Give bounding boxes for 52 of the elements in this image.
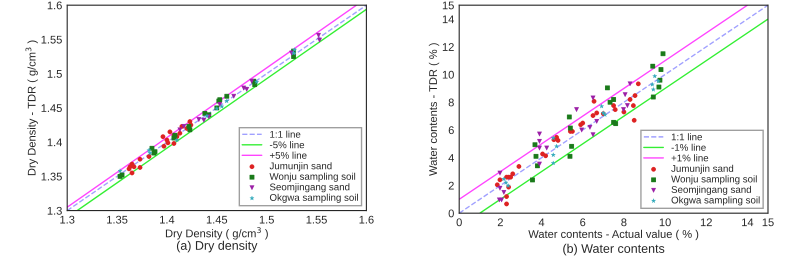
legend-label: Jumunjin sand — [270, 162, 332, 172]
legend-label: Wonju sampling soil — [671, 175, 757, 184]
x-tick-label: 4 — [538, 218, 544, 226]
y-axis-title: Dry Density - TDR ( g/cm$^{3}$ ) — [25, 40, 38, 176]
x-tick-label: 1.5 — [260, 216, 274, 224]
legend-label: +5% line — [270, 152, 307, 159]
y-tick-label: 1.55 — [42, 36, 62, 44]
x-tick-label: 14 — [742, 218, 754, 226]
y-tick-label: 14 — [442, 15, 454, 24]
x-tick-label: 6 — [580, 218, 586, 226]
legend-label: 1:1 line — [270, 130, 300, 138]
y-tick-label: 1.45 — [42, 104, 62, 112]
y-tick-label: 0 — [448, 209, 454, 218]
y-tick-label: 15 — [442, 2, 454, 10]
x-tick-label: 0 — [456, 218, 462, 226]
y-tick-label: 10 — [442, 70, 454, 79]
legend-label: Okgwa sampling soil — [672, 196, 760, 206]
x-tick-label: 12 — [700, 218, 712, 226]
x-tick-label: 1.55 — [306, 216, 327, 224]
x-axis-title: Dry Density ( g/cm$^{3}$ ) — [166, 227, 268, 240]
legend-label: -1% line — [672, 144, 706, 151]
x-tick-label: 10 — [660, 218, 671, 226]
x-tick-label: 1.6 — [360, 216, 374, 224]
x-axis-title: Water contents - Actual value ( % ) — [528, 230, 698, 240]
x-tick-label: 1.35 — [107, 216, 128, 224]
legend-label: Seomjingang sand — [672, 186, 751, 195]
y-tick-label: 2 — [448, 182, 454, 190]
x-tick-label: 1.45 — [206, 216, 228, 224]
legend-label: Wonju sampling soil — [270, 172, 356, 182]
x-tick-label: 1.4 — [160, 216, 174, 224]
text: (b) Water contents — [563, 244, 664, 256]
y-tick-label: 1.4 — [48, 138, 62, 146]
legend-label: 1:1 line — [672, 133, 702, 140]
x-tick-label: 8 — [621, 218, 626, 226]
y-tick-label: 4 — [448, 154, 454, 162]
x-tick-label: 2 — [498, 218, 503, 226]
text: (a) Dry density — [176, 240, 258, 252]
legend-label: Jumunjin sand — [671, 164, 734, 174]
y-tick-label: 1.6 — [48, 1, 62, 10]
x-tick-label: 1.3 — [60, 216, 74, 224]
y-axis-title: Water contents - TDR ( % ) — [428, 43, 440, 176]
y-tick-label: 1.35 — [42, 172, 62, 180]
legend-label: +1% line — [672, 154, 708, 162]
y-tick-label: 1.5 — [48, 70, 62, 78]
legend-label: Okgwa sampling soil — [270, 194, 358, 203]
y-tick-label: 6 — [448, 126, 454, 134]
legend-label: Seomjingang sand — [270, 183, 350, 192]
x-tick-label: 15 — [762, 218, 774, 226]
y-tick-label: 1.3 — [48, 206, 62, 215]
y-tick-label: 12 — [442, 43, 454, 51]
y-tick-label: 8 — [448, 98, 454, 106]
legend-label: -5% line — [270, 141, 304, 148]
